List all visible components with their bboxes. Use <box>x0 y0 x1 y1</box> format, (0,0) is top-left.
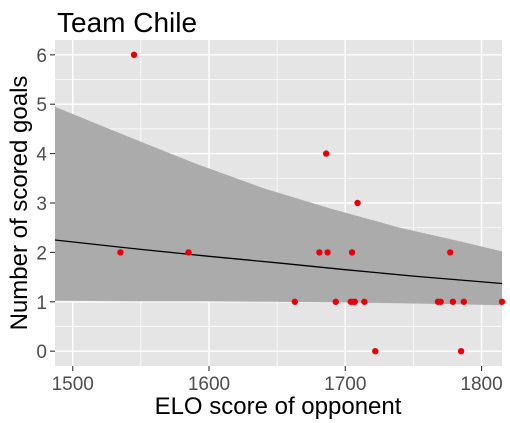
data-point <box>117 249 124 256</box>
data-point <box>460 298 468 305</box>
y-tick-label: 1 <box>36 293 47 314</box>
data-point <box>348 249 356 256</box>
y-tick-label: 4 <box>36 145 47 166</box>
data-point <box>449 298 457 305</box>
data-point <box>130 51 138 59</box>
data-point <box>324 249 331 256</box>
data-point <box>354 199 361 207</box>
data-point <box>185 249 192 256</box>
chart-title: Team Chile <box>57 7 197 38</box>
data-point <box>457 347 465 355</box>
fit-line-layer <box>54 239 503 285</box>
data-point <box>322 150 330 157</box>
y-tick-label: 6 <box>36 46 47 67</box>
data-point <box>316 249 323 256</box>
confidence-band <box>55 106 502 306</box>
y-tick-label: 2 <box>36 243 47 264</box>
data-point <box>351 298 359 305</box>
x-tick-label: 1800 <box>460 374 502 395</box>
data-point <box>332 298 339 305</box>
axes: 1500 1600 1700 1800 0 1 2 3 4 5 6 <box>36 46 502 395</box>
y-tick-label: 5 <box>36 95 47 116</box>
y-tick-label: 3 <box>36 194 47 215</box>
confidence-band-layer <box>55 106 502 306</box>
data-point <box>361 298 368 305</box>
x-axis-title: ELO score of opponent <box>155 393 402 420</box>
data-point <box>447 249 454 256</box>
y-tick-label: 0 <box>36 342 47 363</box>
points-layer <box>117 51 506 355</box>
fit-line <box>54 239 503 285</box>
y-axis-title: Number of scored goals <box>6 76 33 331</box>
data-point <box>437 298 444 305</box>
data-point <box>291 298 299 305</box>
x-tick-label: 1600 <box>188 374 230 395</box>
data-point <box>372 347 379 355</box>
data-point <box>498 298 506 305</box>
x-tick-label: 1500 <box>52 374 94 395</box>
x-tick-label: 1700 <box>324 374 366 395</box>
